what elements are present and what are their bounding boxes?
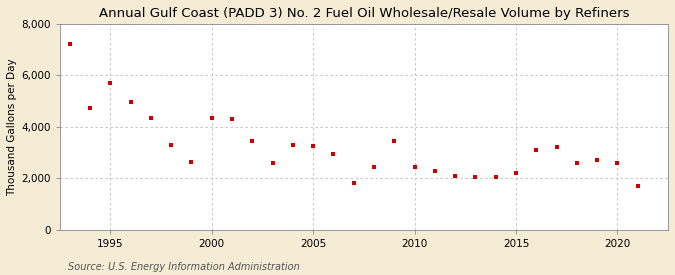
Point	[166, 143, 177, 147]
Point	[247, 139, 258, 143]
Point	[531, 148, 541, 152]
Point	[470, 175, 481, 179]
Point	[409, 164, 420, 169]
Point	[551, 145, 562, 150]
Point	[632, 184, 643, 188]
Title: Annual Gulf Coast (PADD 3) No. 2 Fuel Oil Wholesale/Resale Volume by Refiners: Annual Gulf Coast (PADD 3) No. 2 Fuel Oi…	[99, 7, 629, 20]
Point	[227, 117, 238, 121]
Point	[105, 81, 115, 85]
Point	[572, 161, 583, 165]
Point	[389, 139, 400, 143]
Point	[592, 158, 603, 163]
Point	[308, 144, 319, 148]
Y-axis label: Thousand Gallons per Day: Thousand Gallons per Day	[7, 58, 17, 196]
Text: Source: U.S. Energy Information Administration: Source: U.S. Energy Information Administ…	[68, 262, 299, 272]
Point	[328, 152, 339, 156]
Point	[510, 171, 521, 175]
Point	[288, 143, 298, 147]
Point	[612, 161, 623, 165]
Point	[429, 168, 440, 173]
Point	[146, 116, 157, 120]
Point	[64, 42, 75, 47]
Point	[369, 164, 379, 169]
Point	[207, 116, 217, 120]
Point	[348, 181, 359, 186]
Point	[186, 160, 197, 164]
Point	[490, 175, 501, 179]
Point	[267, 161, 278, 165]
Point	[84, 105, 95, 110]
Point	[126, 100, 136, 104]
Point	[450, 174, 460, 178]
